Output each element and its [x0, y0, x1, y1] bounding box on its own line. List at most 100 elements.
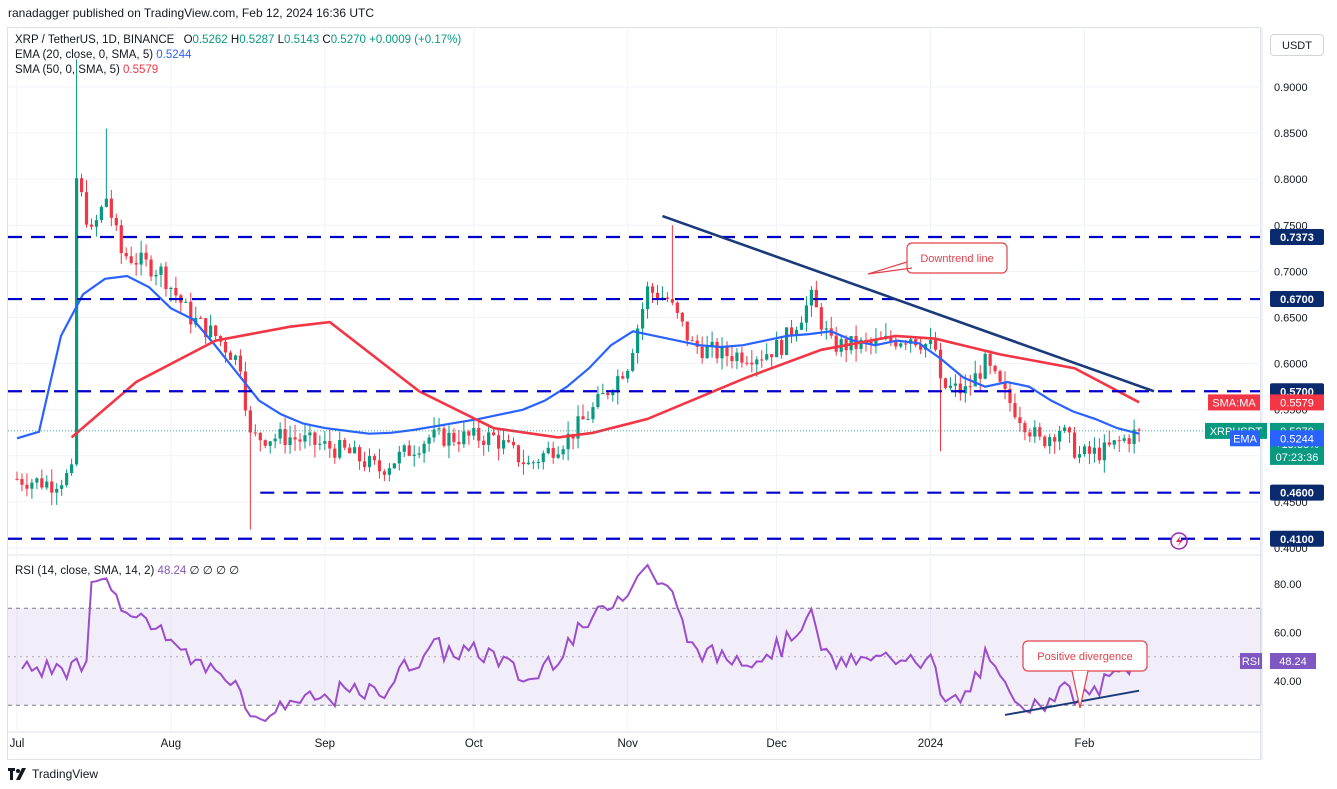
tradingview-brand[interactable]: TradingView	[8, 767, 98, 781]
candle-body	[149, 259, 153, 277]
candle-body	[735, 352, 739, 362]
candle-body	[238, 355, 243, 372]
candle-body	[1077, 454, 1082, 458]
candle-body	[15, 478, 19, 480]
candle-body	[407, 445, 411, 456]
candle-body	[541, 453, 545, 462]
candle-body	[1058, 431, 1062, 442]
candle-body	[616, 376, 620, 393]
candle-body	[700, 346, 704, 359]
candle-body	[799, 322, 804, 330]
candle-body	[1137, 429, 1141, 431]
candle-body	[144, 252, 148, 260]
candle-body	[99, 206, 104, 221]
candle-body	[184, 301, 188, 303]
candle-body	[25, 484, 29, 489]
candle-body	[288, 437, 292, 446]
alert-lightning-icon	[1170, 532, 1188, 550]
x-tick-label: 2024	[918, 738, 944, 750]
candle-body	[139, 252, 143, 265]
ema-line	[16, 274, 1140, 440]
candle-body	[775, 339, 779, 358]
candle-body	[720, 346, 724, 359]
candle-body	[919, 345, 923, 350]
candle-body	[65, 473, 69, 486]
candle-body	[715, 341, 719, 359]
candle-body	[298, 439, 302, 442]
candle-body	[353, 447, 357, 454]
currency-button[interactable]: USDT	[1270, 34, 1324, 56]
candle-body	[348, 447, 352, 454]
candle-body	[606, 392, 610, 396]
candle-body	[963, 386, 967, 394]
candle-body	[79, 178, 84, 193]
candle-body	[933, 340, 938, 350]
candle-body	[1092, 447, 1097, 454]
candle-body	[710, 341, 714, 346]
candle-body	[427, 437, 431, 444]
candle-body	[511, 441, 516, 446]
x-tick-label: Jul	[10, 738, 25, 750]
level-price-label: 0.6700	[1280, 294, 1314, 306]
open-label: O	[183, 34, 193, 46]
candle-body	[988, 353, 992, 366]
candle-body	[1043, 436, 1047, 447]
candle-body	[223, 341, 228, 353]
candle-body	[308, 432, 312, 436]
candle-body	[447, 432, 451, 446]
candle-body	[392, 463, 396, 469]
candle-body	[765, 354, 769, 360]
ema-legend-row: EMA (20, close, 0, SMA, 5) 0.5244	[15, 48, 461, 63]
candle-body	[983, 353, 987, 379]
divergence-annotation-pointer	[1071, 670, 1089, 709]
candle-body	[209, 325, 213, 338]
candle-body	[899, 343, 903, 347]
x-tick-label: Dec	[766, 738, 787, 750]
candle-body	[1028, 432, 1032, 437]
candle-body	[402, 445, 406, 452]
candle-body	[1038, 427, 1042, 437]
candle-body	[631, 353, 635, 371]
candle-body	[84, 192, 89, 225]
candle-body	[367, 456, 372, 468]
indicator-price-label: 0.5579	[1280, 397, 1314, 409]
rsi-label: RSI (14, close, SMA, 14, 2)	[15, 565, 155, 577]
candle-body	[750, 362, 754, 365]
candle-body	[650, 286, 655, 293]
candle-body	[725, 346, 729, 357]
candle-body	[492, 432, 496, 436]
candle-body	[1127, 438, 1131, 444]
candle-body	[462, 431, 466, 445]
x-tick-label: Oct	[465, 738, 484, 750]
candle-body	[1018, 417, 1022, 424]
candle-body	[1112, 440, 1116, 445]
indicator-name-label: SMA:MA	[1212, 397, 1256, 409]
candle-body	[328, 441, 332, 449]
candle-body	[904, 343, 908, 345]
candle-body	[760, 359, 764, 361]
candle-body	[685, 321, 689, 341]
candle-body	[953, 383, 957, 386]
y-tick-label: 0.7000	[1274, 266, 1308, 278]
candle-body	[680, 312, 684, 322]
candle-body	[770, 354, 774, 358]
candle-body	[1023, 423, 1027, 433]
candle-body	[690, 340, 694, 342]
candle-body	[104, 198, 108, 207]
candle-body	[789, 327, 794, 336]
candle-body	[1053, 437, 1057, 442]
candle-body	[228, 352, 233, 360]
candle-body	[199, 317, 203, 319]
candle-body	[109, 198, 113, 218]
ema-value: 0.5244	[156, 49, 192, 61]
candle-body	[973, 373, 977, 387]
candle-body	[1132, 429, 1136, 444]
candle-body	[958, 383, 962, 394]
candle-body	[452, 432, 456, 442]
symbol-name: XRP / TetherUS, 1D, BINANCE	[15, 34, 175, 46]
candle-body	[626, 370, 630, 379]
divergence-line	[1004, 689, 1140, 716]
candle-body	[894, 341, 898, 347]
candle-body	[273, 438, 277, 442]
